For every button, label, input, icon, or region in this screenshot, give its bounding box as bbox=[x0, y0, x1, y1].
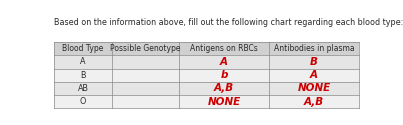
Bar bbox=[54, 68, 359, 82]
Bar bbox=[54, 42, 359, 55]
Text: A: A bbox=[80, 57, 86, 66]
Text: A,B: A,B bbox=[304, 97, 324, 107]
Text: b: b bbox=[220, 70, 228, 80]
Text: NONE: NONE bbox=[297, 84, 330, 94]
Text: A: A bbox=[220, 57, 228, 67]
Bar bbox=[54, 82, 359, 95]
Bar bbox=[54, 55, 359, 68]
Text: Based on the information above, fill out the following chart regarding each bloo: Based on the information above, fill out… bbox=[54, 18, 403, 27]
Text: O: O bbox=[80, 97, 86, 106]
Text: B: B bbox=[310, 57, 318, 67]
Text: Antibodies in plasma: Antibodies in plasma bbox=[274, 44, 354, 53]
Text: Blood Type: Blood Type bbox=[62, 44, 104, 53]
Text: A: A bbox=[310, 70, 318, 80]
Text: Antigens on RBCs: Antigens on RBCs bbox=[190, 44, 258, 53]
Text: B: B bbox=[80, 71, 86, 80]
Text: A,B: A,B bbox=[214, 84, 234, 94]
Text: Possible Genotype: Possible Genotype bbox=[110, 44, 181, 53]
Text: NONE: NONE bbox=[208, 97, 241, 107]
Bar bbox=[54, 95, 359, 108]
Text: AB: AB bbox=[78, 84, 89, 93]
